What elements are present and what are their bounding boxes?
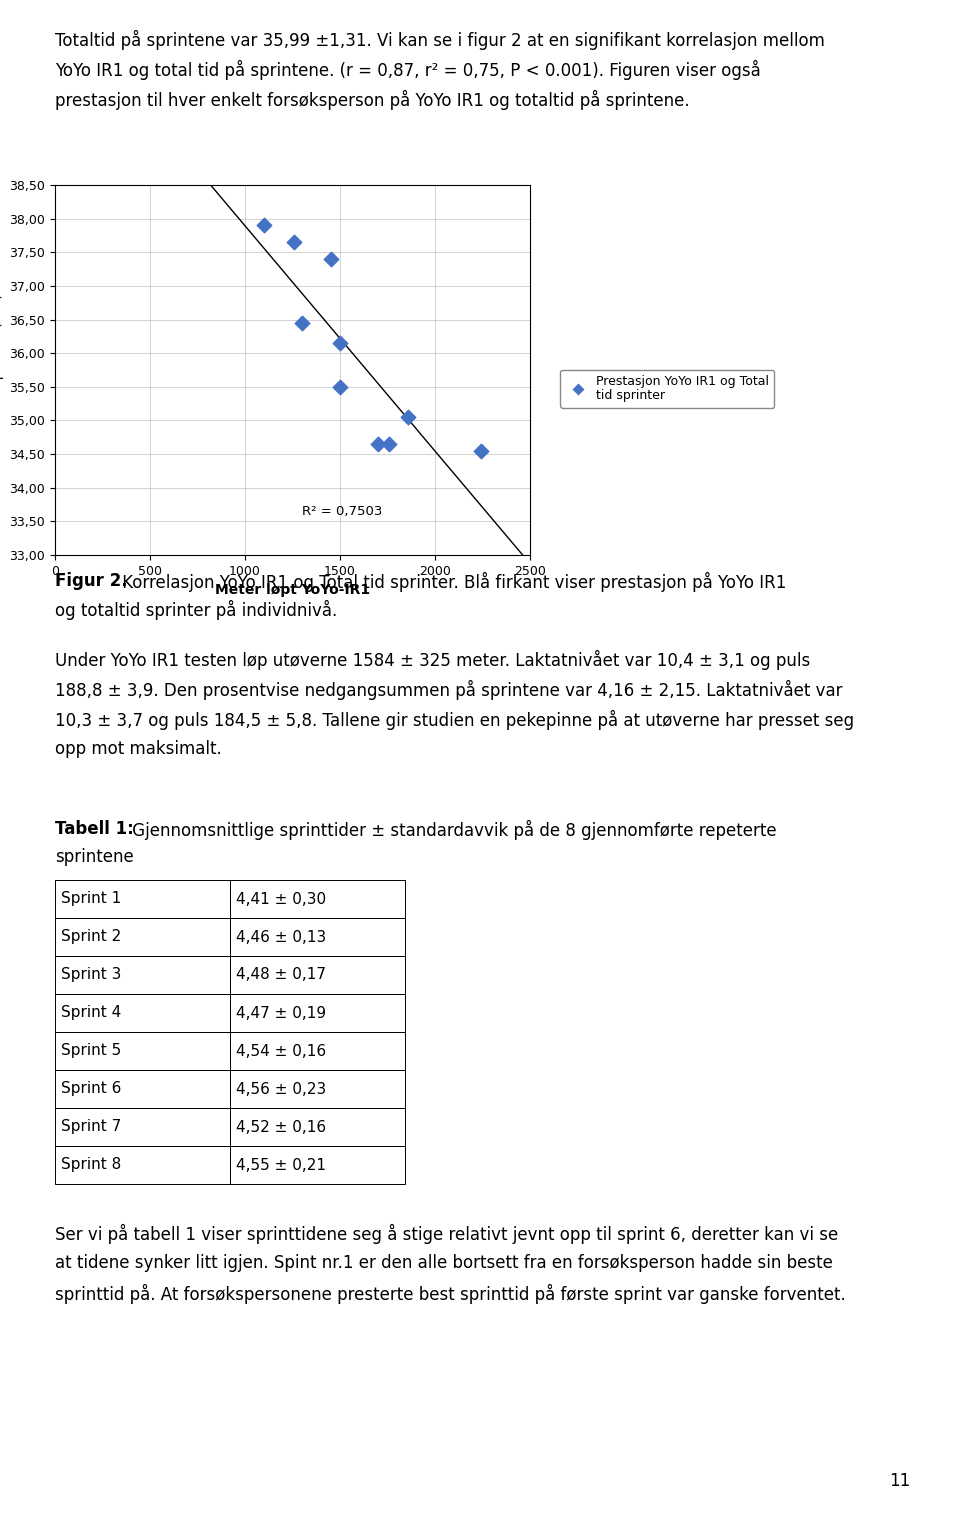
Text: Sprint 2: Sprint 2 <box>61 929 121 944</box>
X-axis label: Meter løpt YoYo-IR1: Meter løpt YoYo-IR1 <box>215 583 370 597</box>
Text: opp mot maksimalt.: opp mot maksimalt. <box>55 739 222 757</box>
Text: Sprint 1: Sprint 1 <box>61 891 121 906</box>
Point <box>323 247 338 272</box>
Text: at tidene synker litt igjen. Spint nr.1 er den alle bortsett fra en forsøksperso: at tidene synker litt igjen. Spint nr.1 … <box>55 1254 833 1272</box>
Text: og totaltid sprinter på individnivå.: og totaltid sprinter på individnivå. <box>55 600 337 619</box>
Text: 11: 11 <box>889 1472 910 1491</box>
Text: Sprint 8: Sprint 8 <box>61 1158 121 1172</box>
Text: Tabell 1:: Tabell 1: <box>55 820 133 838</box>
Text: sprintene: sprintene <box>55 849 133 865</box>
Text: R² = 0,7503: R² = 0,7503 <box>302 505 382 518</box>
Text: YoYo IR1 og total tid på sprintene. (r = 0,87, r² = 0,75, P < 0.001). Figuren vi: YoYo IR1 og total tid på sprintene. (r =… <box>55 61 760 80</box>
Text: Figur 2.: Figur 2. <box>55 572 128 591</box>
Text: sprinttid på. At forsøkspersonene presterte best sprinttid på første sprint var : sprinttid på. At forsøkspersonene preste… <box>55 1284 846 1304</box>
Text: 4,41 ± 0,30: 4,41 ± 0,30 <box>236 891 326 906</box>
Point <box>400 405 416 430</box>
Legend: Prestasjon YoYo IR1 og Total
tid sprinter: Prestasjon YoYo IR1 og Total tid sprinte… <box>560 369 775 407</box>
Text: prestasjon til hver enkelt forsøksperson på YoYo IR1 og totaltid på sprintene.: prestasjon til hver enkelt forsøksperson… <box>55 90 689 111</box>
Point <box>332 331 348 355</box>
Text: Totaltid på sprintene var 35,99 ±1,31. Vi kan se i figur 2 at en signifikant kor: Totaltid på sprintene var 35,99 ±1,31. V… <box>55 30 825 50</box>
Point <box>332 375 348 399</box>
Point <box>295 311 310 335</box>
Text: Under YoYo IR1 testen løp utøverne 1584 ± 325 meter. Laktatnivået var 10,4 ± 3,1: Under YoYo IR1 testen løp utøverne 1584 … <box>55 650 810 669</box>
Y-axis label: Total tid sprinter (sek): Total tid sprinter (sek) <box>0 293 4 446</box>
Point <box>287 231 302 255</box>
Point <box>371 431 386 455</box>
Text: 4,56 ± 0,23: 4,56 ± 0,23 <box>236 1081 326 1096</box>
Text: Sprint 3: Sprint 3 <box>61 967 121 982</box>
Text: Sprint 6: Sprint 6 <box>61 1081 121 1096</box>
Point <box>473 439 489 463</box>
Point <box>382 431 397 455</box>
Text: 4,46 ± 0,13: 4,46 ± 0,13 <box>236 929 326 944</box>
Text: Korrelasjon YoYo IR1 og Total tid sprinter. Blå firkant viser prestasjon på YoYo: Korrelasjon YoYo IR1 og Total tid sprint… <box>117 572 786 592</box>
Text: 4,48 ± 0,17: 4,48 ± 0,17 <box>236 967 326 982</box>
Text: 4,55 ± 0,21: 4,55 ± 0,21 <box>236 1158 326 1172</box>
Text: 4,47 ± 0,19: 4,47 ± 0,19 <box>236 1005 326 1020</box>
Text: Ser vi på tabell 1 viser sprinttidene seg å stige relativt jevnt opp til sprint : Ser vi på tabell 1 viser sprinttidene se… <box>55 1224 838 1245</box>
Text: Gjennomsnittlige sprinttider ± standardavvik på de 8 gjennomførte repeterte: Gjennomsnittlige sprinttider ± standarda… <box>127 820 777 839</box>
Text: Sprint 7: Sprint 7 <box>61 1119 121 1134</box>
Point <box>256 213 272 237</box>
Text: 4,54 ± 0,16: 4,54 ± 0,16 <box>236 1043 326 1058</box>
Text: 10,3 ± 3,7 og puls 184,5 ± 5,8. Tallene gir studien en pekepinne på at utøverne : 10,3 ± 3,7 og puls 184,5 ± 5,8. Tallene … <box>55 710 854 730</box>
Text: 188,8 ± 3,9. Den prosentvise nedgangsummen på sprintene var 4,16 ± 2,15. Laktatn: 188,8 ± 3,9. Den prosentvise nedgangsumm… <box>55 680 843 700</box>
Text: Sprint 4: Sprint 4 <box>61 1005 121 1020</box>
Text: Sprint 5: Sprint 5 <box>61 1043 121 1058</box>
Text: 4,52 ± 0,16: 4,52 ± 0,16 <box>236 1119 326 1134</box>
